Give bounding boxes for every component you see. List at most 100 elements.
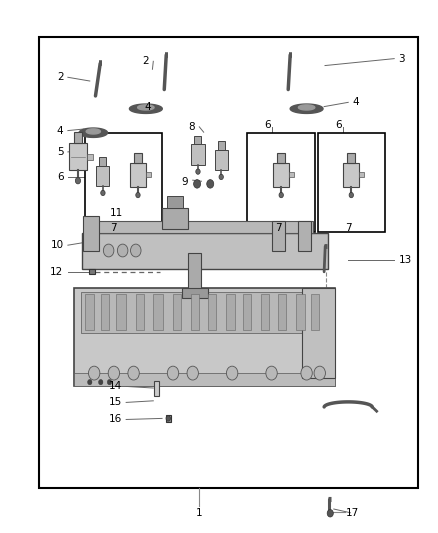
Bar — [289, 172, 294, 177]
Bar — [208, 294, 216, 330]
Bar — [167, 196, 183, 208]
Text: 7: 7 — [275, 223, 282, 232]
Bar — [87, 154, 93, 160]
Bar — [74, 373, 335, 386]
Circle shape — [219, 174, 223, 180]
Text: 6: 6 — [335, 120, 342, 130]
Bar — [89, 269, 95, 274]
Bar — [182, 288, 208, 298]
Circle shape — [107, 379, 112, 385]
Bar — [146, 172, 151, 177]
Bar — [99, 157, 106, 166]
Bar — [173, 294, 181, 330]
Bar — [85, 294, 94, 330]
Polygon shape — [138, 105, 154, 110]
Bar — [136, 294, 144, 330]
Circle shape — [103, 244, 114, 257]
Circle shape — [194, 180, 201, 188]
Bar — [194, 136, 201, 144]
Bar — [69, 143, 87, 170]
Text: 17: 17 — [346, 508, 359, 518]
Text: 15: 15 — [109, 398, 122, 407]
Circle shape — [166, 416, 170, 421]
Circle shape — [349, 192, 353, 198]
Bar — [311, 294, 319, 330]
Bar — [215, 150, 228, 170]
Circle shape — [301, 366, 312, 380]
Text: 5: 5 — [57, 147, 64, 157]
Text: 4: 4 — [353, 98, 359, 107]
Circle shape — [207, 180, 214, 188]
Text: 2: 2 — [57, 72, 64, 82]
Circle shape — [279, 192, 283, 198]
Bar — [166, 415, 171, 422]
Text: 2: 2 — [142, 56, 149, 66]
Circle shape — [101, 190, 105, 196]
Polygon shape — [79, 128, 107, 138]
Polygon shape — [130, 104, 162, 114]
Bar — [247, 133, 315, 232]
Bar — [39, 37, 418, 488]
Bar — [83, 216, 99, 251]
Bar — [191, 144, 205, 165]
Bar — [116, 294, 126, 330]
Circle shape — [75, 177, 81, 184]
Bar — [134, 153, 142, 163]
Text: 9: 9 — [182, 177, 188, 187]
Bar — [82, 233, 328, 269]
Bar — [273, 163, 289, 187]
Bar — [191, 294, 199, 330]
Text: 4: 4 — [145, 102, 151, 111]
Bar — [298, 221, 311, 251]
Circle shape — [88, 379, 92, 385]
Bar — [302, 288, 335, 378]
Bar — [218, 141, 225, 150]
Circle shape — [167, 366, 179, 380]
Bar — [243, 294, 251, 330]
Bar — [81, 292, 331, 333]
Polygon shape — [298, 105, 315, 110]
Bar — [296, 294, 305, 330]
Text: 10: 10 — [50, 240, 64, 250]
Text: 14: 14 — [109, 382, 122, 391]
Circle shape — [131, 244, 141, 257]
Circle shape — [266, 366, 277, 380]
Text: 8: 8 — [188, 122, 195, 132]
Bar — [277, 153, 285, 163]
Text: 3: 3 — [399, 54, 405, 63]
Circle shape — [99, 379, 103, 385]
Circle shape — [314, 366, 325, 380]
Text: 7: 7 — [110, 223, 117, 232]
Circle shape — [108, 366, 120, 380]
Bar — [162, 208, 188, 229]
Bar — [347, 153, 355, 163]
Circle shape — [128, 366, 139, 380]
Bar — [85, 133, 162, 232]
Bar — [96, 166, 110, 186]
Text: 6: 6 — [57, 172, 64, 182]
Text: 4: 4 — [57, 126, 64, 135]
Text: 7: 7 — [345, 223, 352, 232]
Text: 6: 6 — [265, 120, 272, 130]
Text: 16: 16 — [109, 415, 122, 424]
Bar — [74, 132, 82, 143]
Bar — [278, 294, 286, 330]
Polygon shape — [86, 129, 100, 134]
Bar — [188, 253, 201, 290]
Polygon shape — [290, 104, 323, 114]
Bar — [74, 288, 335, 386]
Bar — [130, 163, 146, 187]
Bar — [153, 294, 163, 330]
Text: 1: 1 — [196, 508, 203, 518]
Circle shape — [136, 192, 140, 198]
Circle shape — [196, 169, 200, 174]
Bar — [272, 221, 285, 251]
Bar — [226, 294, 235, 330]
Bar — [359, 172, 364, 177]
Circle shape — [88, 366, 100, 380]
Text: 12: 12 — [50, 267, 64, 277]
Bar — [343, 163, 359, 187]
Bar — [261, 294, 269, 330]
Bar — [154, 381, 159, 396]
Circle shape — [327, 510, 333, 517]
